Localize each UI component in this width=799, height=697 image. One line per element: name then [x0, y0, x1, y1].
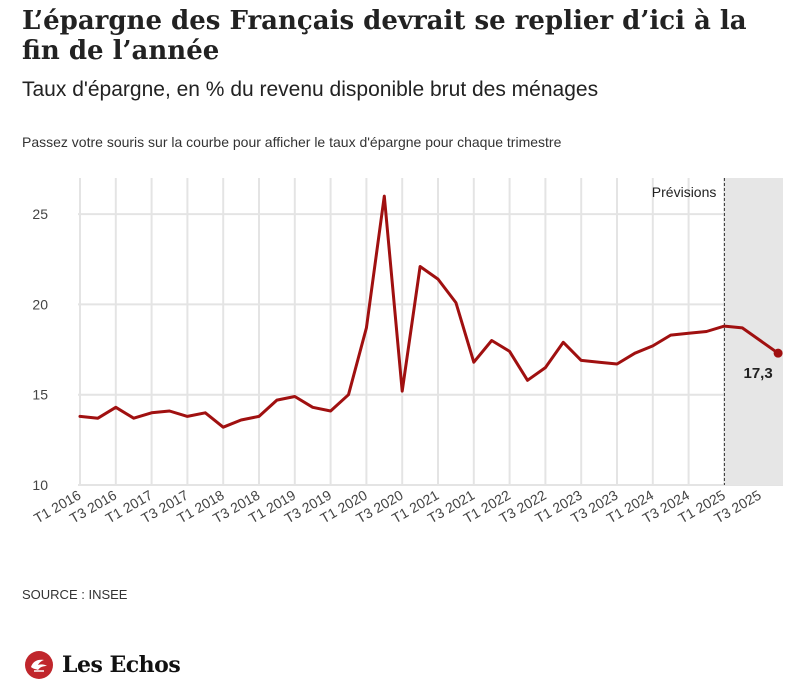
data-point[interactable] — [686, 330, 692, 336]
data-point[interactable] — [167, 408, 173, 414]
data-point[interactable] — [632, 350, 638, 356]
data-point[interactable] — [721, 323, 727, 329]
y-tick-label: 25 — [32, 206, 48, 222]
data-point[interactable] — [757, 338, 763, 344]
data-point[interactable] — [113, 404, 119, 410]
data-point[interactable] — [256, 413, 262, 419]
data-point[interactable] — [668, 332, 674, 338]
data-point[interactable] — [238, 417, 244, 423]
data-point[interactable] — [650, 343, 656, 349]
source-note: SOURCE : INSEE — [22, 587, 128, 602]
brand-name: Les Echos — [62, 652, 181, 678]
data-point[interactable] — [525, 377, 531, 383]
data-point[interactable] — [471, 359, 477, 365]
y-tick-label: 20 — [32, 296, 48, 312]
data-point[interactable] — [328, 408, 334, 414]
data-point[interactable] — [184, 413, 190, 419]
forecast-label: Prévisions — [652, 184, 717, 200]
savings-rate-line[interactable] — [78, 194, 780, 429]
data-point[interactable] — [202, 410, 208, 416]
hover-instruction: Passez votre souris sur la courbe pour a… — [22, 134, 562, 150]
data-point[interactable] — [704, 329, 710, 335]
data-point[interactable] — [95, 415, 101, 421]
data-point[interactable] — [435, 276, 441, 282]
y-tick-label: 15 — [32, 387, 48, 403]
data-point[interactable] — [489, 338, 495, 344]
data-point[interactable] — [149, 410, 155, 416]
grid — [78, 178, 783, 486]
forecast-zone — [723, 178, 783, 485]
last-data-point[interactable] — [773, 348, 783, 358]
chart-subtitle: Taux d'épargne, en % du revenu disponibl… — [22, 78, 599, 101]
data-point[interactable] — [542, 365, 548, 371]
data-point[interactable] — [363, 325, 369, 331]
last-value-label: 17,3 — [743, 365, 772, 382]
data-point[interactable] — [453, 300, 459, 306]
les-echos-logo-icon — [25, 651, 53, 679]
chart-title: L’épargne des Français devrait se replie… — [22, 6, 747, 66]
data-point[interactable] — [507, 348, 513, 354]
data-point[interactable] — [274, 397, 280, 403]
data-point[interactable] — [596, 359, 602, 365]
data-point[interactable] — [578, 357, 584, 363]
data-point[interactable] — [131, 415, 137, 421]
brand-logo[interactable]: Les Echos — [24, 650, 181, 680]
data-point[interactable] — [739, 325, 745, 331]
data-point[interactable] — [346, 392, 352, 398]
series-layer[interactable] — [77, 193, 783, 430]
data-point[interactable] — [381, 193, 387, 199]
forecast-band — [724, 178, 783, 485]
data-point[interactable] — [560, 339, 566, 345]
data-point[interactable] — [417, 263, 423, 269]
y-tick-label: 10 — [32, 477, 48, 493]
data-point[interactable] — [220, 424, 226, 430]
data-point[interactable] — [310, 404, 316, 410]
data-point[interactable] — [77, 413, 83, 419]
data-point[interactable] — [292, 394, 298, 400]
data-point[interactable] — [399, 388, 405, 394]
data-point[interactable] — [614, 361, 620, 367]
